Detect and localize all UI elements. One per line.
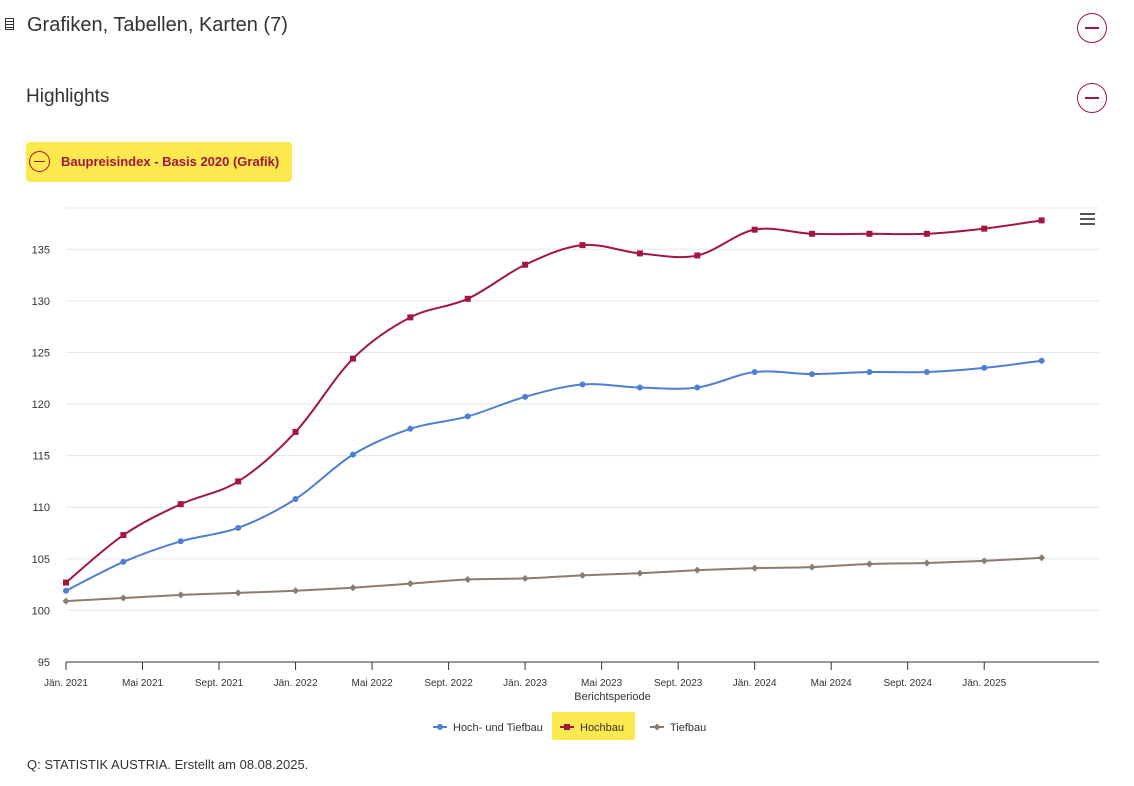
x-tick-label: Mai 2023 (581, 678, 623, 689)
data-point (406, 580, 414, 588)
x-tick-label: Sept. 2024 (884, 678, 933, 689)
data-point (923, 559, 931, 567)
x-tick-label: Sept. 2022 (424, 678, 473, 689)
x-tick-label: Mai 2024 (811, 678, 853, 689)
legend-marker (564, 724, 570, 730)
line-chart: 95 100 105 110 115 120 125 130 135 Jän. 2021 Mai 2… (32, 207, 1099, 740)
data-point (120, 532, 127, 539)
data-point (349, 451, 356, 458)
data-point (579, 381, 586, 388)
x-tick-label: Mai 2022 (352, 678, 394, 689)
data-point (923, 369, 930, 376)
data-point (63, 587, 69, 594)
data-point (809, 371, 816, 378)
source-note: Q: STATISTIK AUSTRIA. Erstellt am 08.08.… (27, 757, 309, 772)
y-tick-label: 130 (32, 296, 50, 308)
collapse-chart-icon[interactable] (29, 151, 50, 172)
legend-label[interactable]: Hoch- und Tiefbau (453, 722, 543, 734)
y-tick-label: 120 (32, 399, 50, 411)
data-point (865, 560, 873, 568)
data-point (63, 579, 69, 586)
x-tick-label: Jän. 2022 (274, 678, 318, 689)
chart-title[interactable]: Baupreisindex - Basis 2020 (Grafik) (61, 154, 280, 169)
data-point (579, 571, 586, 579)
data-point (751, 564, 759, 572)
y-tick-label: 110 (32, 502, 50, 514)
data-point (349, 355, 356, 362)
legend-marker (653, 723, 661, 731)
chart-menu-icon[interactable] (1080, 213, 1095, 225)
chart-title-toggle[interactable]: Baupreisindex - Basis 2020 (Grafik) (26, 142, 292, 182)
x-tick-label: Sept. 2023 (654, 678, 703, 689)
data-point (1038, 357, 1045, 364)
data-point (235, 478, 242, 485)
y-tick-label: 125 (32, 347, 50, 359)
data-point (234, 589, 242, 597)
data-point (464, 295, 471, 302)
data-point (119, 594, 127, 602)
y-tick-label: 100 (32, 605, 50, 617)
data-point (349, 584, 357, 592)
data-point (1038, 217, 1045, 224)
data-point (693, 566, 701, 574)
data-point (522, 393, 529, 400)
data-point (923, 230, 930, 237)
y-tick-label: 105 (32, 554, 50, 566)
x-tick-label: Jän. 2024 (733, 678, 777, 689)
data-point (1038, 554, 1046, 562)
series-line (65, 359, 1042, 592)
data-point (407, 425, 414, 432)
data-point (981, 225, 988, 232)
collapse-highlights-button[interactable] (1077, 83, 1107, 113)
data-point (522, 261, 529, 268)
data-point (981, 364, 988, 371)
x-axis-label: Berichtsperiode (574, 691, 650, 703)
y-tick-label: 115 (32, 451, 50, 463)
x-tick-label: Mai 2021 (122, 678, 164, 689)
x-tick-label: Jän. 2023 (503, 678, 547, 689)
series-line (65, 219, 1042, 584)
data-point (292, 587, 300, 595)
data-point (636, 569, 644, 577)
legend-label[interactable]: Tiefbau (670, 722, 706, 734)
highlights-title[interactable]: Highlights (26, 86, 110, 107)
data-point (809, 230, 816, 237)
series-line (65, 556, 1042, 603)
legend-label[interactable]: Hochbau (580, 722, 624, 734)
document-table-icon (5, 18, 14, 30)
data-point (235, 524, 242, 531)
data-point (464, 575, 472, 583)
data-point (177, 591, 185, 599)
data-point (120, 558, 127, 565)
data-point (636, 250, 643, 257)
data-point (464, 413, 471, 420)
x-tick-label: Jän. 2025 (962, 678, 1006, 689)
data-point (407, 314, 414, 321)
y-tick-label: 135 (32, 244, 50, 256)
data-point (292, 495, 299, 502)
y-tick-label: 95 (38, 657, 50, 669)
legend-highlight (552, 712, 635, 740)
data-point (808, 563, 816, 571)
legend-marker (437, 724, 443, 730)
data-point (521, 574, 529, 582)
x-tick-label: Jän. 2021 (44, 678, 88, 689)
data-point (62, 597, 70, 605)
data-point (866, 369, 873, 376)
data-point (177, 501, 184, 508)
x-tick-label: Sept. 2021 (195, 678, 244, 689)
data-point (694, 252, 701, 259)
data-point (866, 230, 873, 237)
data-point (751, 369, 758, 376)
data-point (579, 242, 586, 249)
data-point (694, 384, 701, 391)
data-point (751, 226, 758, 233)
data-point (636, 384, 643, 391)
section-title[interactable]: Grafiken, Tabellen, Karten (7) (27, 14, 288, 36)
data-point (980, 557, 988, 565)
collapse-section-button[interactable] (1077, 13, 1107, 43)
data-point (177, 538, 184, 545)
data-point (292, 428, 299, 435)
